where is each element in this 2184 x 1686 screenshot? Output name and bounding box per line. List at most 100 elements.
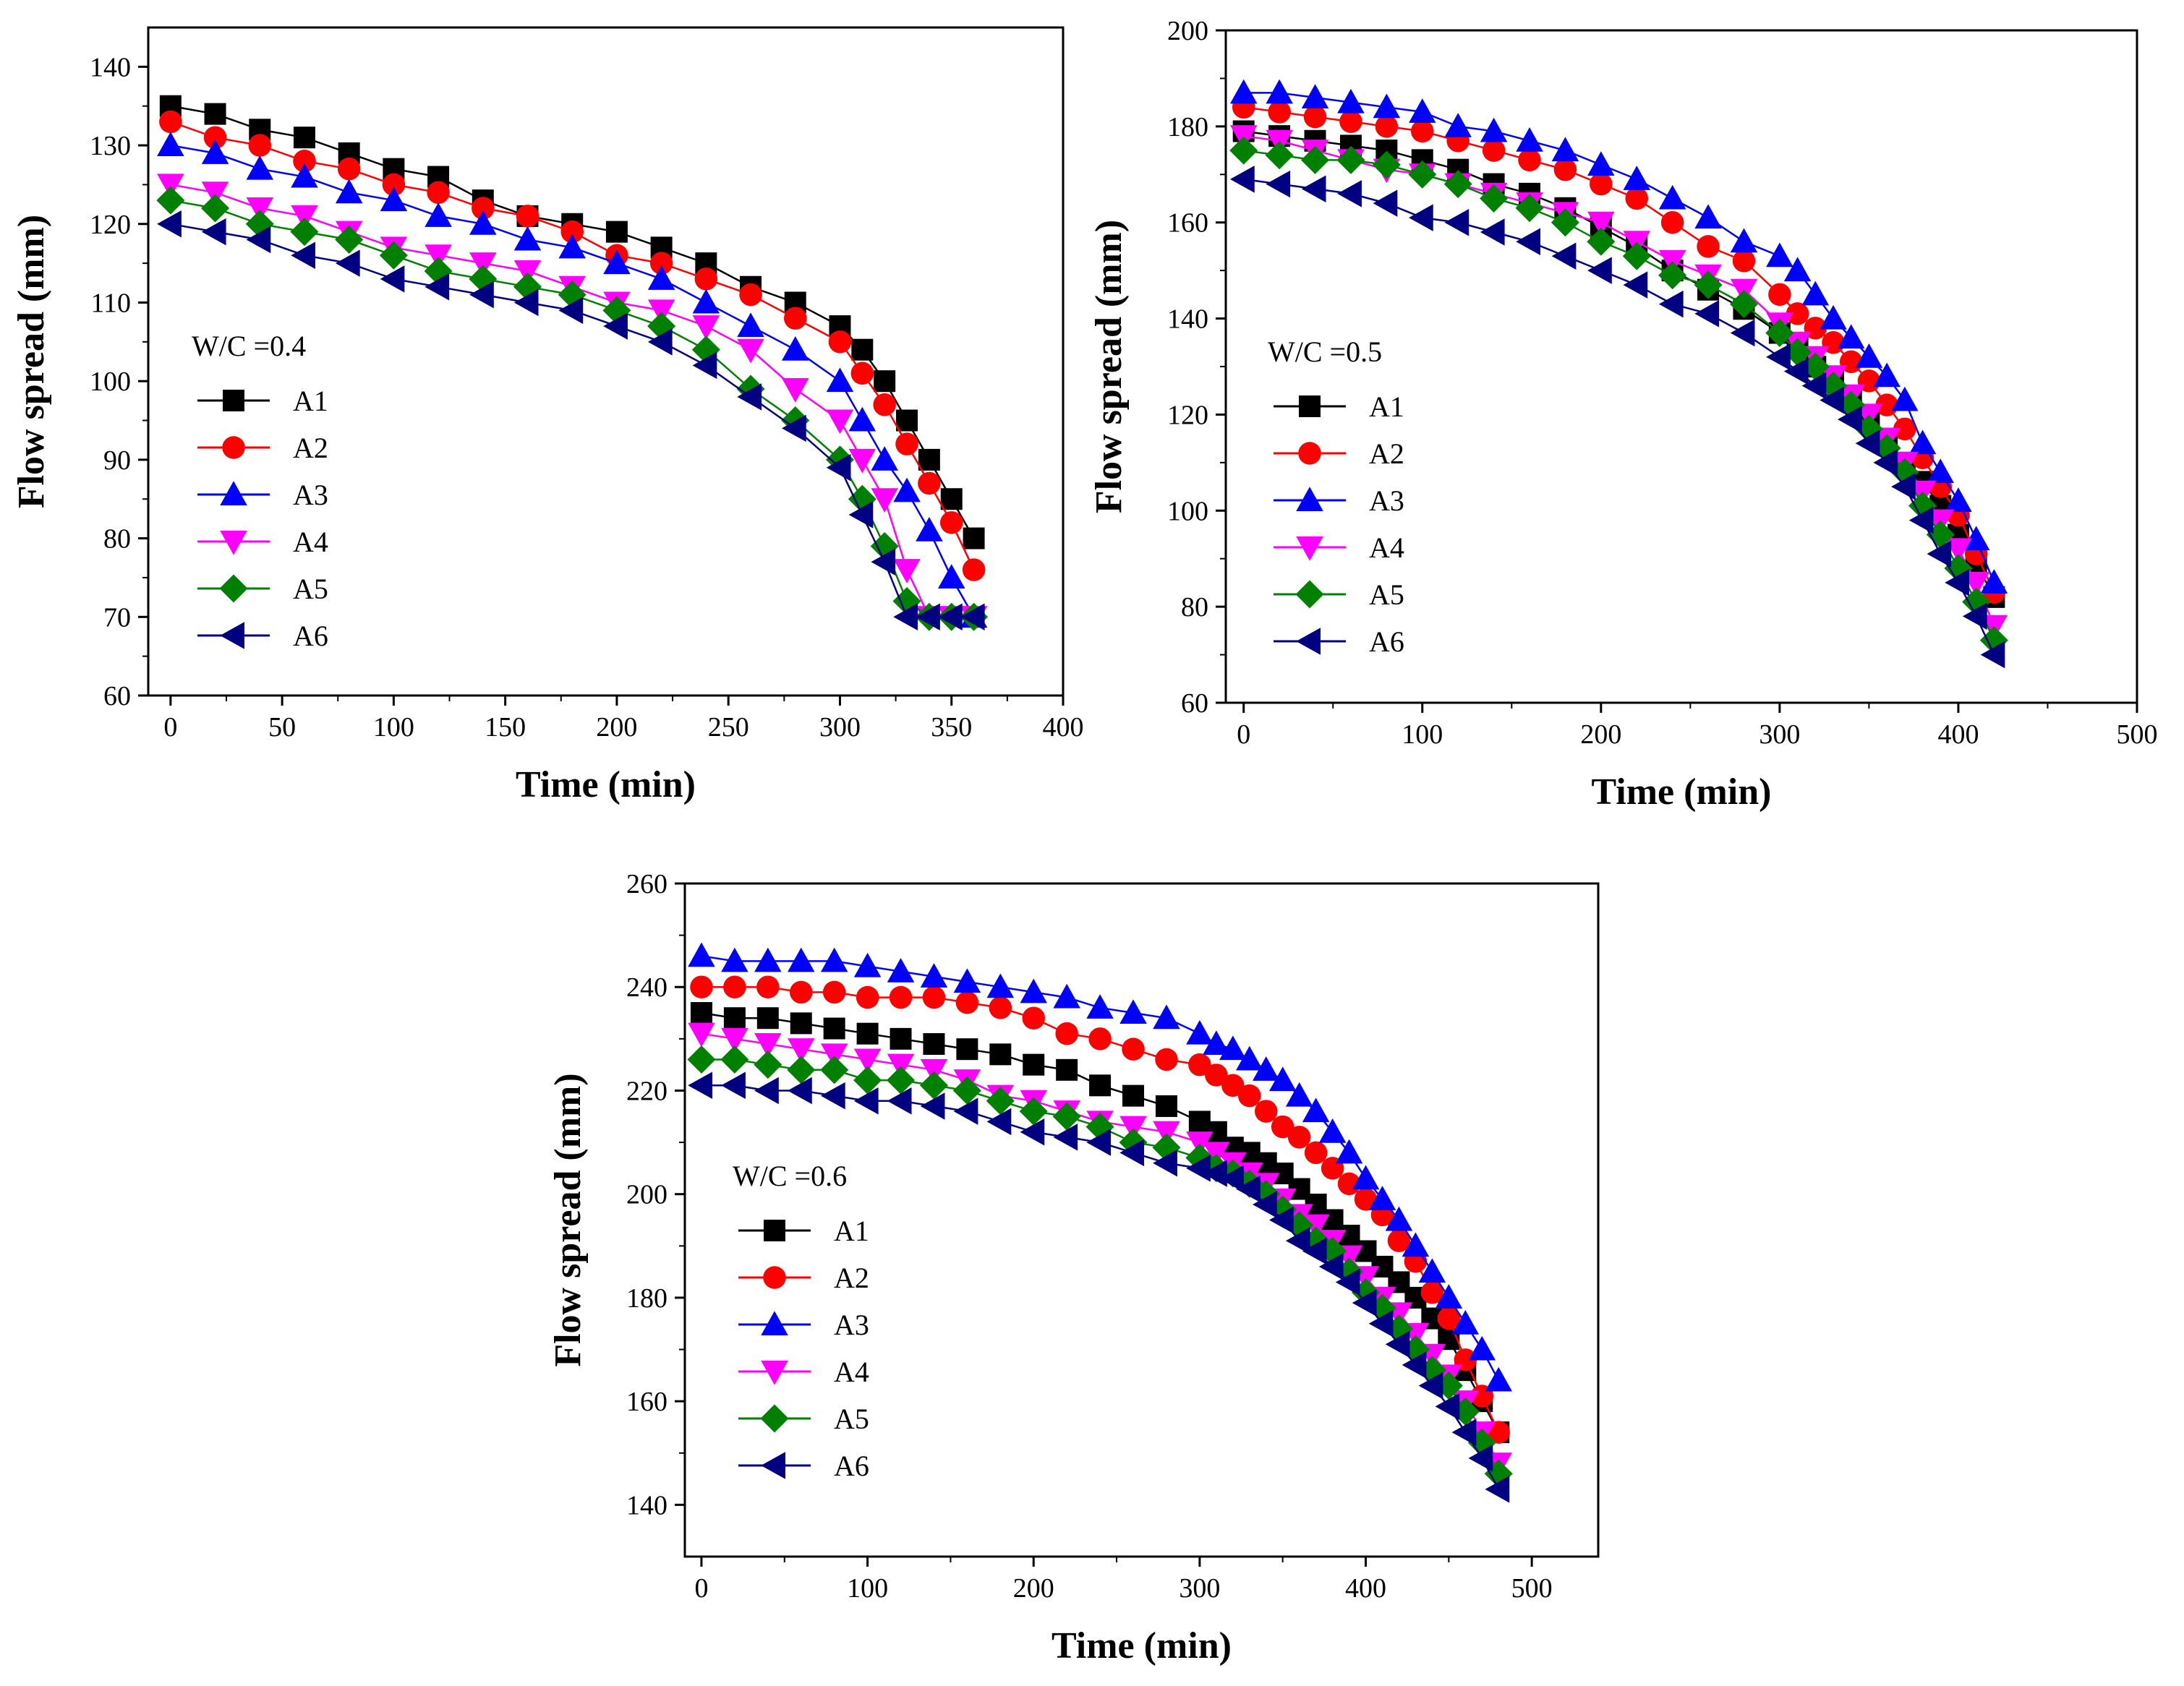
legend-label: A5	[1369, 578, 1404, 611]
data-point-A3	[853, 952, 882, 977]
data-point-A1	[851, 338, 874, 361]
data-point-A3	[1451, 1309, 1480, 1335]
series-A6	[157, 210, 985, 631]
data-point-A3	[782, 335, 809, 361]
data-point-A1	[723, 1007, 746, 1030]
data-point-A6	[893, 603, 918, 631]
y-tick-label: 60	[1181, 688, 1208, 719]
data-point-A2	[1387, 1229, 1411, 1252]
data-point-A2	[756, 975, 780, 998]
data-point-A2	[784, 307, 807, 330]
data-point-A6	[246, 226, 271, 254]
x-tick-label: 400	[1937, 719, 1979, 750]
data-point-A6	[1285, 1227, 1310, 1254]
data-point-A2	[159, 110, 182, 134]
series-line-A2	[170, 121, 975, 570]
data-point-A2	[939, 511, 963, 534]
data-point-A5	[720, 1045, 749, 1074]
y-tick-label: 180	[626, 1283, 667, 1314]
data-point-A2	[1055, 1022, 1078, 1045]
data-point-A2	[889, 985, 913, 1009]
data-point-A6	[1766, 343, 1791, 371]
data-point-A2	[723, 975, 746, 998]
data-point-A4	[893, 559, 921, 583]
data-point-A2	[1022, 1006, 1045, 1030]
legend-label: A6	[1369, 625, 1404, 658]
data-point-A3	[425, 202, 452, 227]
x-tick-label: 350	[931, 712, 972, 743]
legend-label: A4	[834, 1356, 869, 1388]
data-point-A2	[1238, 1084, 1261, 1108]
data-point-A4	[425, 244, 452, 269]
data-point-A6	[692, 351, 717, 380]
data-point-A4	[513, 260, 542, 285]
data-point-A6	[1587, 257, 1612, 284]
data-point-A5	[1372, 150, 1401, 179]
data-point-A6	[1485, 1476, 1510, 1503]
data-point-A6	[937, 603, 963, 631]
data-point-A3	[848, 406, 876, 432]
legend-marker	[761, 1311, 788, 1335]
data-point-A3	[826, 367, 854, 393]
data-point-A2	[1155, 1048, 1178, 1071]
data-point-A5	[1019, 1097, 1048, 1126]
x-tick-label: 0	[694, 1573, 708, 1604]
x-tick-label: 200	[596, 712, 637, 743]
data-point-A4	[848, 448, 876, 474]
data-point-A3	[1409, 98, 1436, 123]
data-point-A3	[380, 187, 408, 212]
data-point-A3	[1855, 343, 1883, 368]
data-point-A1	[204, 103, 226, 125]
data-point-A6	[887, 1087, 912, 1115]
series-line-A5	[170, 199, 974, 618]
data-point-A6	[1219, 1165, 1244, 1192]
data-point-A3	[1980, 569, 2008, 594]
data-point-A3	[1480, 117, 1508, 142]
data-point-A1	[1023, 1053, 1045, 1076]
legend-label: A6	[834, 1450, 869, 1482]
plot-frame	[683, 882, 1600, 1558]
legend-marker	[761, 1361, 788, 1385]
data-point-A2	[472, 197, 495, 220]
data-point-A6	[1402, 1351, 1427, 1379]
data-point-A4	[157, 174, 184, 199]
data-point-A4	[647, 299, 675, 325]
data-point-A6	[1891, 473, 1916, 500]
data-point-A2	[1697, 235, 1720, 258]
data-point-A6	[1203, 1160, 1227, 1187]
data-point-A6	[1855, 429, 1880, 458]
data-point-A4	[721, 1027, 748, 1053]
data-point-A3	[920, 963, 948, 988]
data-point-A3	[1927, 458, 1954, 484]
data-point-A2	[337, 157, 361, 181]
data-point-A6	[1229, 166, 1255, 193]
data-point-A3	[1820, 304, 1847, 330]
series-line-A3	[1243, 92, 1995, 583]
data-point-A3	[1801, 281, 1830, 306]
data-point-A5	[290, 218, 319, 247]
data-point-A2	[203, 126, 227, 149]
series-line-A6	[1243, 178, 1995, 656]
data-point-A3	[1053, 983, 1080, 1009]
data-point-A2	[1354, 1188, 1378, 1211]
data-point-A5	[1622, 241, 1651, 270]
data-point-A6	[853, 1087, 879, 1115]
data-point-A6	[1451, 1418, 1477, 1446]
legend-marker	[220, 531, 247, 555]
data-point-A3	[916, 516, 943, 542]
data-point-A2	[690, 975, 713, 998]
data-point-A3	[893, 477, 921, 502]
data-point-A2	[1590, 172, 1613, 196]
data-point-A2	[1287, 1126, 1311, 1149]
data-point-A6	[603, 312, 628, 340]
data-point-A6	[1020, 1118, 1045, 1146]
data-point-A1	[756, 1007, 779, 1030]
data-point-A6	[1268, 1206, 1294, 1234]
legend-label: A2	[293, 432, 328, 464]
data-point-A3	[1658, 184, 1686, 210]
data-point-A6	[1435, 1392, 1460, 1421]
data-point-A5	[1729, 290, 1758, 319]
data-point-A6	[1385, 1330, 1410, 1358]
data-point-A5	[1765, 319, 1794, 347]
y-tick-label: 200	[626, 1180, 667, 1210]
